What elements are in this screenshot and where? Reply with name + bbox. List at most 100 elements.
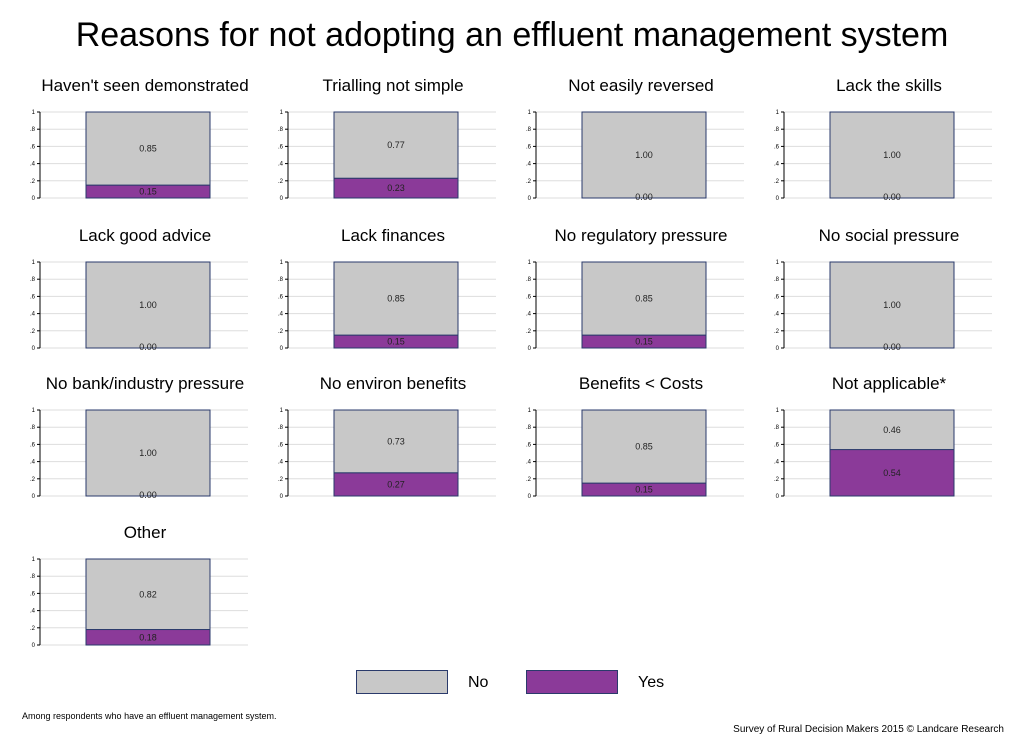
footnote: Among respondents who have an effluent m…: [22, 711, 277, 721]
value-label-yes: 0.54: [883, 468, 901, 478]
y-tick-label: .4: [30, 460, 36, 466]
y-tick-label: 0: [280, 494, 284, 500]
y-tick-label: .4: [278, 312, 284, 318]
chart-panel: No environ benefits 0 .2 .4 .6 .8 1 0.73 0.27: [268, 370, 518, 510]
y-tick-label: .2: [278, 179, 284, 185]
bar-no: [333, 409, 459, 474]
y-tick-label: 0: [32, 494, 36, 500]
chart-panel: Other 0 .2 .4 .6 .8 1 0.82 0.18: [20, 519, 270, 659]
y-tick-label: 1: [776, 110, 780, 116]
bar-no: [829, 409, 955, 451]
panel-title: Lack good advice: [79, 226, 211, 245]
panel-svg: Trialling not simple 0 .2 .4 .6 .8 1 0.77 0.23: [278, 76, 496, 202]
y-tick-label: 1: [776, 260, 780, 266]
y-tick-label: 0: [32, 346, 36, 352]
value-label-yes: 0.00: [139, 342, 157, 352]
chart-panel: Trialling not simple 0 .2 .4 .6 .8 1 0.77 0.23: [268, 72, 518, 212]
y-tick-label: .8: [774, 425, 780, 431]
y-tick-label: 1: [528, 110, 532, 116]
value-label-yes: 0.18: [139, 632, 157, 642]
value-label-no: 0.73: [387, 436, 405, 446]
value-label-no: 1.00: [883, 150, 901, 160]
panel-title: Lack the skills: [836, 76, 942, 95]
y-tick-label: .6: [526, 144, 532, 150]
y-tick-label: .4: [30, 609, 36, 615]
y-tick-label: .6: [30, 442, 36, 448]
bar-no: [85, 558, 211, 631]
y-tick-label: .8: [278, 277, 284, 283]
y-tick-label: .8: [526, 425, 532, 431]
panel-svg: Haven't seen demonstrated 0 .2 .4 .6 .8 1 0.85 0…: [30, 76, 249, 202]
y-tick-label: .2: [30, 477, 36, 483]
y-tick-label: .6: [774, 144, 780, 150]
y-tick-label: .4: [278, 162, 284, 168]
y-tick-label: 1: [32, 408, 36, 414]
y-tick-label: .8: [30, 574, 36, 580]
y-tick-label: .2: [774, 329, 780, 335]
panel-svg: Lack the skills 0 .2 .4 .6 .8 1 1.00 0.00: [774, 76, 992, 202]
legend: No Yes: [356, 670, 676, 698]
y-tick-label: .2: [774, 179, 780, 185]
y-tick-label: .6: [774, 294, 780, 300]
y-tick-label: .2: [526, 329, 532, 335]
y-tick-label: 0: [32, 196, 36, 202]
y-tick-label: .8: [774, 277, 780, 283]
y-tick-label: .6: [526, 442, 532, 448]
panel-svg: No social pressure 0 .2 .4 .6 .8 1 1.00 0.00: [774, 226, 992, 352]
y-tick-label: 0: [32, 643, 36, 649]
y-tick-label: .4: [526, 162, 532, 168]
panel-title: No regulatory pressure: [555, 226, 728, 245]
y-tick-label: .4: [774, 460, 780, 466]
value-label-yes: 0.23: [387, 183, 405, 193]
y-tick-label: .2: [30, 626, 36, 632]
panel-svg: Lack good advice 0 .2 .4 .6 .8 1 1.00 0.00: [30, 226, 248, 352]
bar-no: [85, 261, 211, 349]
y-tick-label: .2: [526, 179, 532, 185]
chart-panel: Lack good advice 0 .2 .4 .6 .8 1 1.00 0.00: [20, 222, 270, 362]
panel-title: Other: [124, 523, 167, 542]
chart-panel: No regulatory pressure 0 .2 .4 .6 .8 1 0.85 0.15: [516, 222, 766, 362]
panel-svg: Other 0 .2 .4 .6 .8 1 0.82 0.18: [30, 523, 248, 649]
value-label-no: 0.85: [635, 442, 653, 452]
chart-panel: Not applicable* 0 .2 .4 .6 .8 1 0.46 0.54: [764, 370, 1014, 510]
y-tick-label: .6: [30, 294, 36, 300]
y-tick-label: .6: [278, 144, 284, 150]
value-label-yes: 0.15: [139, 187, 157, 197]
panel-title: Trialling not simple: [322, 76, 463, 95]
value-label-no: 0.85: [139, 144, 157, 154]
chart-panel: Haven't seen demonstrated 0 .2 .4 .6 .8 1 0.85 0…: [20, 72, 270, 212]
panel-svg: Lack finances 0 .2 .4 .6 .8 1 0.85 0.15: [278, 226, 496, 352]
credit-line: Survey of Rural Decision Makers 2015 © L…: [733, 724, 1004, 735]
panel-title: Not applicable*: [832, 374, 947, 393]
y-tick-label: .8: [774, 127, 780, 133]
chart-panel: No social pressure 0 .2 .4 .6 .8 1 1.00 0.00: [764, 222, 1014, 362]
value-label-yes: 0.27: [387, 479, 405, 489]
chart-panel: Benefits < Costs 0 .2 .4 .6 .8 1 0.85 0.15: [516, 370, 766, 510]
value-label-yes: 0.00: [635, 192, 653, 202]
value-label-yes: 0.00: [883, 192, 901, 202]
value-label-no: 1.00: [139, 448, 157, 458]
chart-panel: Not easily reversed 0 .2 .4 .6 .8 1 1.00 0.00: [516, 72, 766, 212]
y-tick-label: 1: [32, 260, 36, 266]
y-tick-label: 0: [280, 196, 284, 202]
panel-svg: Not easily reversed 0 .2 .4 .6 .8 1 1.00 0.00: [526, 76, 744, 202]
legend-swatch-yes: [526, 670, 618, 694]
y-tick-label: .8: [526, 127, 532, 133]
bar-no: [333, 111, 459, 179]
y-tick-label: .4: [526, 312, 532, 318]
y-tick-label: .4: [526, 460, 532, 466]
chart-panel: No bank/industry pressure 0 .2 .4 .6 .8 1 1.00 0…: [20, 370, 270, 510]
bar-no: [85, 409, 211, 497]
legend-swatch-no: [356, 670, 448, 694]
panel-title: No environ benefits: [320, 374, 466, 393]
bar-no: [829, 261, 955, 349]
y-tick-label: .4: [30, 162, 36, 168]
y-tick-label: .4: [774, 312, 780, 318]
bar-no: [829, 111, 955, 199]
bar-no: [333, 261, 459, 336]
y-tick-label: 1: [776, 408, 780, 414]
panel-title: Lack finances: [341, 226, 445, 245]
bar-no: [85, 111, 211, 186]
y-tick-label: .2: [30, 329, 36, 335]
y-tick-label: .2: [30, 179, 36, 185]
